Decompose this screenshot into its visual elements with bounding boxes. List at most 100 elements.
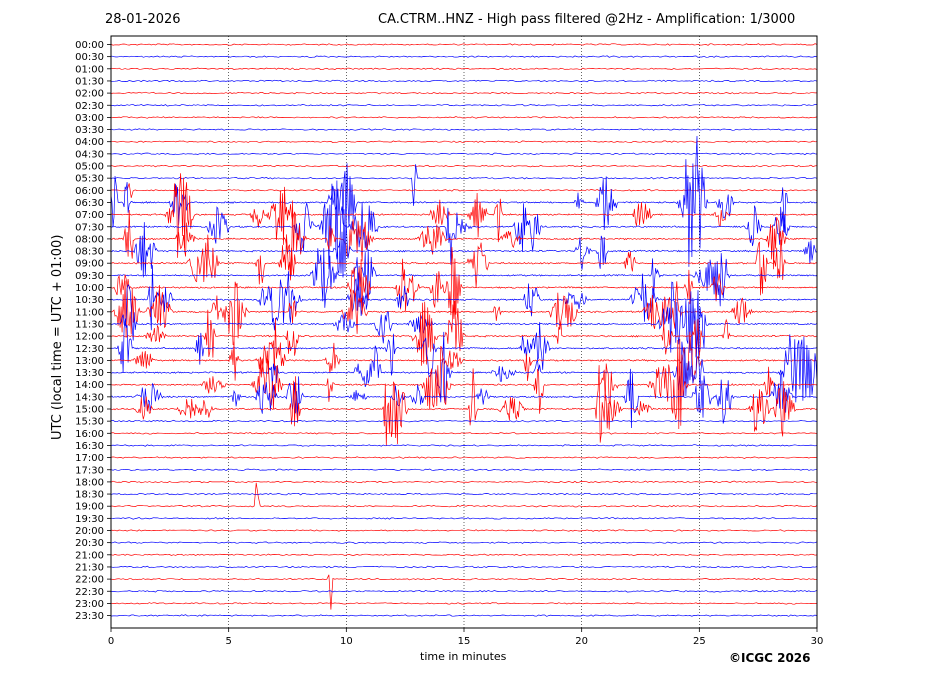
trace-1200 xyxy=(110,300,817,366)
trace-1100 xyxy=(110,280,818,345)
trace-0900 xyxy=(110,234,818,296)
trace-1000 xyxy=(110,246,818,316)
y-tick-label: 05:00 xyxy=(75,162,104,173)
trace-1730 xyxy=(110,468,817,472)
trace-0730 xyxy=(110,180,818,274)
trace-0000 xyxy=(110,43,818,46)
y-tick-label: 00:00 xyxy=(75,40,104,51)
y-tick-label: 19:00 xyxy=(75,502,104,513)
y-tick-label: 07:30 xyxy=(75,222,104,233)
y-tick-label: 23:30 xyxy=(75,611,104,622)
trace-0500 xyxy=(110,164,818,168)
y-tick-label: 08:30 xyxy=(75,247,104,258)
trace-0430 xyxy=(110,152,818,156)
trace-1030 xyxy=(110,265,817,331)
y-tick-label: 02:00 xyxy=(75,89,104,100)
y-tick-label: 10:00 xyxy=(75,283,104,294)
trace-1800 xyxy=(110,480,818,484)
y-tick-label: 09:00 xyxy=(75,259,104,270)
y-tick-label: 19:30 xyxy=(75,514,104,525)
trace-1700 xyxy=(110,456,818,459)
trace-0400 xyxy=(111,140,818,143)
y-tick-label: 15:00 xyxy=(75,405,104,416)
y-tick-label: 00:30 xyxy=(75,52,104,63)
y-tick-label: 03:00 xyxy=(75,113,104,124)
y-tick-label: 05:30 xyxy=(75,174,104,185)
y-tick-label: 08:00 xyxy=(75,234,104,245)
trace-1900 xyxy=(110,482,818,508)
y-tick-label: 23:00 xyxy=(75,599,104,610)
y-tick-label: 18:00 xyxy=(75,477,104,488)
trace-0700 xyxy=(110,173,818,258)
trace-2030 xyxy=(110,541,818,544)
trace-2000 xyxy=(110,529,818,532)
trace-2300 xyxy=(110,602,818,605)
trace-1630 xyxy=(110,444,818,447)
y-tick-label: 22:00 xyxy=(75,575,104,586)
x-axis-label: time in minutes xyxy=(420,650,507,663)
y-tick-label: 15:30 xyxy=(75,417,104,428)
y-tick-label: 01:30 xyxy=(75,76,104,87)
y-tick-label: 10:30 xyxy=(75,295,104,306)
y-tick-label: 14:30 xyxy=(75,392,104,403)
trace-0100 xyxy=(110,67,818,70)
y-tick-label: 13:30 xyxy=(75,368,104,379)
trace-0230 xyxy=(110,104,817,107)
trace-1600 xyxy=(110,431,818,435)
trace-0300 xyxy=(110,116,818,119)
y-tick-label: 04:00 xyxy=(75,137,104,148)
y-tick-label: 20:00 xyxy=(75,526,104,537)
y-tick-label: 21:30 xyxy=(75,562,104,573)
copyright-label: ©ICGC 2026 xyxy=(729,651,811,665)
trace-1530 xyxy=(110,419,818,423)
y-tick-label: 22:30 xyxy=(75,587,104,598)
y-tick-label: 14:00 xyxy=(75,380,104,391)
trace-2100 xyxy=(110,553,818,556)
trace-0830 xyxy=(111,209,818,278)
trace-1400 xyxy=(110,338,817,430)
y-tick-label: 13:00 xyxy=(75,356,104,367)
trace-1830 xyxy=(110,492,818,496)
x-tick-label: 20 xyxy=(575,636,588,647)
trace-2200 xyxy=(110,574,818,610)
y-tick-label: 02:30 xyxy=(75,101,104,112)
y-tick-label: 12:30 xyxy=(75,344,104,355)
trace-2230 xyxy=(110,590,818,593)
x-tick-label: 0 xyxy=(108,636,114,647)
plot-frame xyxy=(110,35,818,629)
y-tick-label: 20:30 xyxy=(75,538,104,549)
x-tick-label: 15 xyxy=(458,636,471,647)
y-tick-label: 06:30 xyxy=(75,198,104,209)
trace-0330 xyxy=(110,128,818,131)
y-tick-label: 11:30 xyxy=(75,319,104,330)
date-label: 28-01-2026 xyxy=(105,12,181,27)
y-tick-label: 16:30 xyxy=(75,441,104,452)
y-tick-label: 17:00 xyxy=(75,453,104,464)
y-tick-label: 11:00 xyxy=(75,307,104,318)
trace-0200 xyxy=(110,91,817,95)
chart-title: CA.CTRM..HNZ - High pass filtered @2Hz -… xyxy=(378,12,796,27)
y-tick-label: 18:30 xyxy=(75,490,104,501)
y-tick-label: 06:00 xyxy=(75,186,104,197)
y-tick-label: 12:00 xyxy=(75,332,104,343)
x-tick-label: 25 xyxy=(693,636,706,647)
y-tick-label: 09:30 xyxy=(75,271,104,282)
trace-0530 xyxy=(110,164,818,206)
trace-2330 xyxy=(110,614,818,617)
y-tick-label: 01:00 xyxy=(75,64,104,75)
x-tick-label: 30 xyxy=(811,636,824,647)
y-tick-label: 03:30 xyxy=(75,125,104,136)
trace-0800 xyxy=(111,200,818,276)
trace-2130 xyxy=(110,565,818,569)
trace-0030 xyxy=(110,55,818,58)
trace-0130 xyxy=(111,79,818,83)
y-tick-label: 17:30 xyxy=(75,465,104,476)
trace-1500 xyxy=(111,365,818,446)
x-tick-label: 5 xyxy=(225,636,231,647)
trace-1330 xyxy=(110,330,818,404)
y-tick-label: 16:00 xyxy=(75,429,104,440)
trace-0930 xyxy=(111,248,818,310)
x-tick-label: 10 xyxy=(340,636,353,647)
trace-0630 xyxy=(110,135,818,267)
